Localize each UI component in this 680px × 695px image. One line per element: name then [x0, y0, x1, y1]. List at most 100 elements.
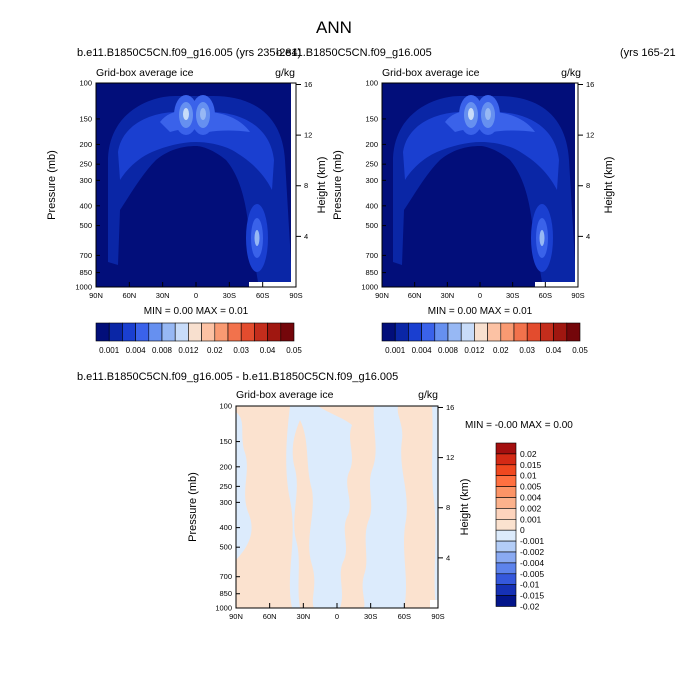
panel-1-core-left-3	[183, 108, 189, 120]
panel-3-ytick-label: 1000	[215, 604, 232, 613]
panel-3-colorbar-swatch	[495, 562, 517, 575]
panel-2-colorbar-swatch	[500, 322, 515, 342]
panel-1-xtick-label: 60S	[256, 291, 269, 300]
panel-2: b.e11.B1850C5CN.f09_g16.005 (yrs 165-21 …	[276, 47, 676, 355]
panel-1-ytick-label: 1000	[75, 283, 92, 292]
panel-1: b.e11.B1850C5CN.f09_g16.005 (yrs 235-284…	[46, 47, 328, 355]
panel-3-ylabel: Pressure (mb)	[187, 472, 199, 542]
panel-2-colorbar-swatch	[540, 322, 554, 342]
panel-3-colorbar-swatch	[495, 573, 517, 585]
panel-1-xtick-label: 60N	[122, 291, 136, 300]
panel-2-core-right-3	[485, 108, 491, 120]
panel-2-ytick-label: 250	[365, 160, 378, 169]
panel-3-pos-band-4	[397, 406, 436, 608]
panel-3-ytick-label: 850	[219, 589, 232, 598]
panel-3-colorbar-label: -0.01	[520, 580, 540, 590]
panel-1-ytick-label: 100	[79, 79, 92, 88]
panel-3-htick-label: 4	[446, 553, 450, 562]
panel-2-htick-label: 8	[586, 181, 590, 190]
panel-2-colorbar-swatch	[513, 322, 528, 342]
panel-1-colorbar-label: 0.012	[178, 346, 199, 355]
panel-3-pos-band-3	[292, 420, 315, 608]
panel-3-missing-region	[430, 600, 438, 608]
panel-1-xtick-label: 90N	[89, 291, 103, 300]
panel-1-colorbar-swatch	[267, 322, 282, 342]
panel-2-ytick-label: 200	[365, 140, 378, 149]
panel-3-colorbar-swatch	[495, 508, 517, 520]
panel-3-colorbar-label: 0.004	[520, 493, 542, 503]
panel-3-colorbar-label: -0.005	[520, 569, 544, 579]
panel-3-colorbar-label: 0.005	[520, 482, 542, 492]
panel-1-htick-label: 4	[304, 232, 308, 241]
panel-1-xtick-label: 0	[194, 291, 198, 300]
panel-1-sh-cell-3	[254, 230, 260, 246]
panel-1-colorbar-label: 0.008	[152, 346, 173, 355]
panel-2-xtick-label: 30N	[440, 291, 454, 300]
panel-3-htick-label: 16	[446, 403, 454, 412]
panel-2-colorbar-label: 0.02	[493, 346, 509, 355]
panel-2-colorbar-swatch	[408, 322, 422, 342]
panel-2-axes: 90N 60N 30N 0 30S 60S 90S 100 150 200 250 300 400 500…	[332, 79, 615, 301]
panel-3-colorbar-swatch	[495, 551, 517, 564]
panel-1-colorbar-swatch	[122, 322, 136, 342]
panel-3-colorbar-swatch	[495, 518, 517, 531]
panel-3-ytick-label: 200	[219, 462, 232, 471]
panel-3-colorbar-swatch	[495, 529, 517, 542]
panel-1-colorbar-swatch	[280, 322, 295, 342]
panel-2-colorbar-swatch	[447, 322, 462, 342]
panel-2-sh-cell-3	[539, 230, 545, 246]
panel-2-colorbar-label: 0.03	[519, 346, 535, 355]
panel-1-colorbar-label: 0.004	[126, 346, 147, 355]
panel-1-xtick-label: 90S	[289, 291, 302, 300]
panel-2-xtick-label: 90N	[375, 291, 389, 300]
panel-2-colorbar-swatch	[421, 322, 436, 342]
panel-2-colorbar-label: 0.04	[546, 346, 562, 355]
panel-3-stats: MIN = -0.00 MAX = 0.00	[465, 420, 573, 431]
panel-3-colorbar-swatch	[495, 540, 517, 553]
panel-2-htick-label: 16	[586, 80, 594, 89]
main-title: ANN	[316, 18, 352, 37]
panel-3-colorbar-label: -0.002	[520, 547, 544, 557]
panel-2-xtick-label: 60S	[539, 291, 552, 300]
panel-2-ytick-label: 850	[365, 268, 378, 277]
panel-1-htick-label: 12	[304, 131, 312, 140]
panel-1-colorbar-swatch	[108, 322, 123, 342]
panel-3-ytick-label: 500	[219, 543, 232, 552]
panel-3-colorbar-label: 0	[520, 525, 525, 535]
panel-1-xtick-label: 30N	[156, 291, 170, 300]
panel-1-ylabel-right: Height (km)	[316, 157, 328, 214]
panel-1-colorbar-swatch	[188, 322, 202, 342]
panel-3-colorbar-label: 0.001	[520, 514, 542, 524]
panel-3-colorbar-swatch	[495, 497, 517, 509]
panel-1-ytick-label: 850	[79, 268, 92, 277]
panel-3-htick-label: 12	[446, 453, 454, 462]
panel-3-colorbar-label: 0.002	[520, 503, 542, 513]
panel-1-left-label: Grid-box average ice	[96, 67, 194, 79]
panel-2-ytick-label: 150	[365, 114, 378, 123]
panel-1-colorbar-swatch	[201, 322, 216, 342]
panel-2-ytick-label: 300	[365, 176, 378, 185]
panel-3-xtick-label: 30S	[364, 612, 377, 621]
panel-1-case-title: b.e11.B1850C5CN.f09_g16.005 (yrs 235-284…	[77, 47, 301, 59]
panel-1-colorbar-swatch	[161, 322, 176, 342]
panel-2-right-label: g/kg	[561, 67, 581, 79]
panel-2-colorbar-swatch	[487, 322, 502, 342]
panel-1-colorbar: 0.001 0.004 0.008 0.012 0.02 0.03 0.04 0.05	[95, 322, 302, 355]
panel-1-colorbar-label: 0.04	[260, 346, 276, 355]
panel-3-xtick-label: 60S	[398, 612, 411, 621]
panel-3-case-title: b.e11.B1850C5CN.f09_g16.005 - b.e11.B185…	[77, 371, 398, 383]
panel-3-ytick-label: 100	[219, 402, 232, 411]
panel-3-ytick-label: 250	[219, 482, 232, 491]
panel-3-colorbar-label: -0.004	[520, 558, 544, 568]
panel-2-colorbar-label: 0.05	[572, 346, 588, 355]
panel-2-arch-mid	[403, 112, 559, 190]
panel-2-ytick-label: 700	[365, 251, 378, 260]
panel-3-field	[236, 406, 438, 608]
panel-3-colorbar-swatch	[495, 595, 517, 607]
panel-2-xtick-label: 0	[478, 291, 482, 300]
panel-2-colorbar: 0.001 0.004 0.008 0.012 0.02 0.03 0.04 0.05	[381, 322, 588, 355]
panel-3-ytick-label: 300	[219, 498, 232, 507]
panel-1-colorbar-swatch	[95, 322, 110, 342]
panel-3-htick-label: 8	[446, 503, 450, 512]
